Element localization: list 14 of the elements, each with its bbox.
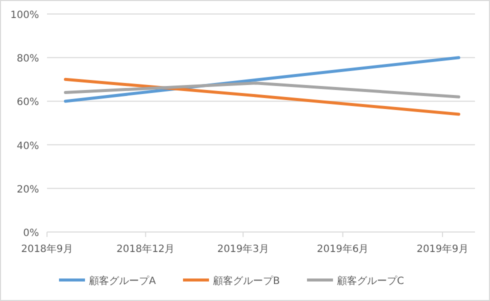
y-tick-label: 0% [23, 228, 39, 239]
y-tick-label: 60% [16, 97, 39, 108]
x-tick-label: 2018年9月 [21, 243, 73, 255]
x-tick-label: 2018年12月 [116, 243, 175, 255]
legend-label: 顧客グループA [89, 275, 156, 287]
x-tick-label: 2019年6月 [316, 243, 369, 255]
legend-label: 顧客グループC [337, 275, 404, 287]
x-tick-label: 2019年3月 [217, 243, 270, 255]
y-tick-label: 40% [16, 140, 39, 152]
y-tick-label: 80% [16, 54, 39, 65]
y-tick-label: 100% [10, 10, 39, 21]
legend-label: 顧客グループB [213, 275, 280, 287]
x-tick-label: 2019年9月 [416, 243, 468, 255]
y-tick-label: 20% [16, 184, 39, 196]
